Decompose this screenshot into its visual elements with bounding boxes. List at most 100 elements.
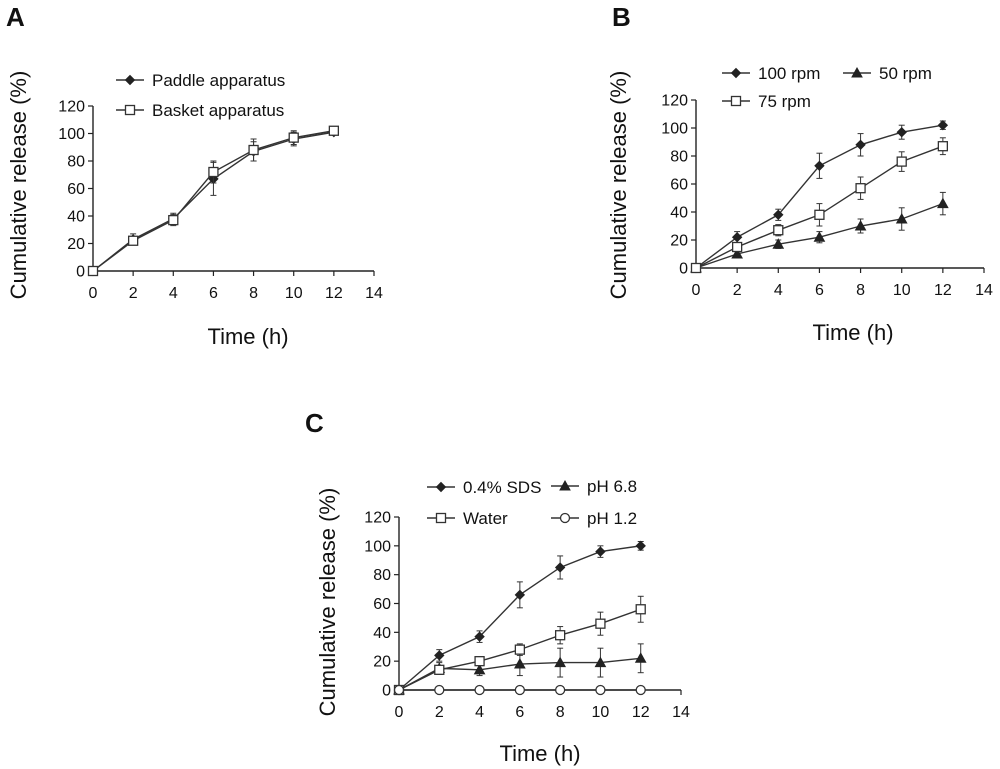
data-point — [554, 684, 566, 696]
y-tick-label: 80 — [373, 567, 391, 584]
series-water — [393, 595, 646, 696]
series-line — [92, 131, 334, 272]
data-point — [896, 126, 907, 138]
series-ph-1-2 — [393, 684, 646, 696]
legend-entry: 100 rpm — [722, 64, 820, 83]
data-point — [595, 546, 606, 557]
legend-label: 0.4% SDS — [463, 478, 541, 497]
x-tick-label: 4 — [774, 282, 783, 299]
y-tick-label: 100 — [58, 126, 85, 143]
data-point — [127, 235, 139, 246]
legend-entry: 75 rpm — [722, 92, 811, 111]
legend-marker — [559, 479, 571, 491]
y-tick-label: 20 — [67, 236, 85, 253]
x-tick-label: 0 — [89, 285, 98, 302]
panel-a: A 0 20 40 60 80 100 120 0 2 4 6 8 10 12 14 Time (h) Cumul… — [6, 2, 383, 349]
series-line — [92, 130, 334, 272]
x-tick-label: 4 — [169, 285, 178, 302]
legend-marker — [124, 74, 136, 86]
panel-letter: B — [612, 2, 631, 32]
y-tick-label: 120 — [58, 99, 85, 116]
y-tick-label: 80 — [670, 149, 688, 166]
series-75-rpm — [690, 137, 949, 274]
x-tick-label: 10 — [893, 282, 911, 299]
data-point — [554, 630, 566, 641]
data-point — [434, 684, 445, 696]
y-tick-label: 100 — [661, 121, 688, 138]
x-axis-title: Time (h) — [207, 324, 288, 349]
panel-b: B 0 20 40 60 80 100 120 0 2 4 6 8 10 12 14 Time (h) Cumul… — [606, 2, 993, 345]
x-tick-label: 0 — [395, 704, 404, 721]
legend-entry: pH 6.8 — [551, 477, 637, 496]
data-point — [896, 156, 907, 167]
legend-entry: pH 1.2 — [551, 509, 637, 528]
legend-entry: 0.4% SDS — [427, 478, 541, 497]
legend-label: 50 rpm — [879, 64, 932, 83]
data-point — [514, 658, 526, 669]
data-point — [594, 656, 607, 668]
y-tick-label: 0 — [382, 683, 391, 700]
data-point — [514, 684, 526, 696]
data-point — [87, 265, 99, 277]
x-tick-label: 6 — [515, 704, 524, 721]
x-tick-label: 12 — [325, 285, 343, 302]
x-tick-label: 14 — [365, 285, 383, 302]
x-tick-label: 8 — [249, 285, 258, 302]
x-tick-label: 2 — [129, 285, 138, 302]
legend-marker — [730, 95, 742, 107]
legend-marker — [851, 66, 863, 78]
y-tick-label: 20 — [670, 233, 688, 250]
y-tick-label: 120 — [661, 93, 688, 110]
panel-c: C 0 20 40 60 80 100 120 0 2 4 6 8 10 12 14 Time (h) Cumul… — [305, 408, 690, 766]
data-point — [474, 684, 485, 696]
x-tick-label: 0 — [692, 282, 701, 299]
series-paddle-apparatus — [87, 126, 340, 277]
data-point — [474, 656, 485, 667]
data-point — [731, 231, 743, 243]
x-tick-label: 6 — [209, 285, 218, 302]
data-point — [731, 241, 743, 253]
x-tick-label: 14 — [672, 704, 690, 721]
data-point — [473, 663, 486, 675]
x-axis-title: Time (h) — [812, 320, 893, 345]
data-point — [393, 684, 405, 696]
legend-label: Paddle apparatus — [152, 71, 285, 90]
legend-label: pH 1.2 — [587, 509, 637, 528]
data-point — [595, 618, 606, 629]
legend-marker — [435, 512, 447, 524]
y-tick-label: 60 — [373, 596, 391, 613]
y-tick-label: 100 — [364, 538, 391, 555]
data-point — [595, 684, 606, 696]
data-point — [937, 197, 949, 209]
legend-entry: 50 rpm — [843, 64, 932, 83]
panel-letter: A — [6, 2, 25, 32]
data-point — [937, 141, 949, 152]
y-tick-label: 0 — [76, 264, 85, 281]
data-point — [514, 644, 526, 655]
data-point — [731, 247, 743, 259]
data-point — [635, 540, 646, 552]
data-point — [474, 631, 485, 642]
y-tick-label: 120 — [364, 510, 391, 527]
series-100-rpm — [690, 119, 949, 274]
legend-label: pH 6.8 — [587, 477, 637, 496]
data-point — [328, 125, 340, 136]
data-point — [854, 219, 867, 231]
legend-marker — [435, 481, 447, 493]
data-point — [635, 684, 646, 696]
x-tick-label: 8 — [856, 282, 865, 299]
data-point — [434, 650, 445, 661]
y-tick-label: 40 — [670, 205, 688, 222]
data-point — [248, 144, 259, 156]
legend-label: Basket apparatus — [152, 101, 284, 120]
legend-label: 100 rpm — [758, 64, 820, 83]
data-point — [773, 225, 784, 236]
y-tick-label: 80 — [67, 154, 85, 171]
data-point — [814, 160, 825, 172]
legend-entry: Water — [427, 509, 508, 528]
x-tick-label: 10 — [285, 285, 303, 302]
y-axis-title: Cumulative release (%) — [315, 488, 340, 717]
data-point — [554, 562, 566, 573]
legend-entry: Paddle apparatus — [116, 71, 285, 90]
